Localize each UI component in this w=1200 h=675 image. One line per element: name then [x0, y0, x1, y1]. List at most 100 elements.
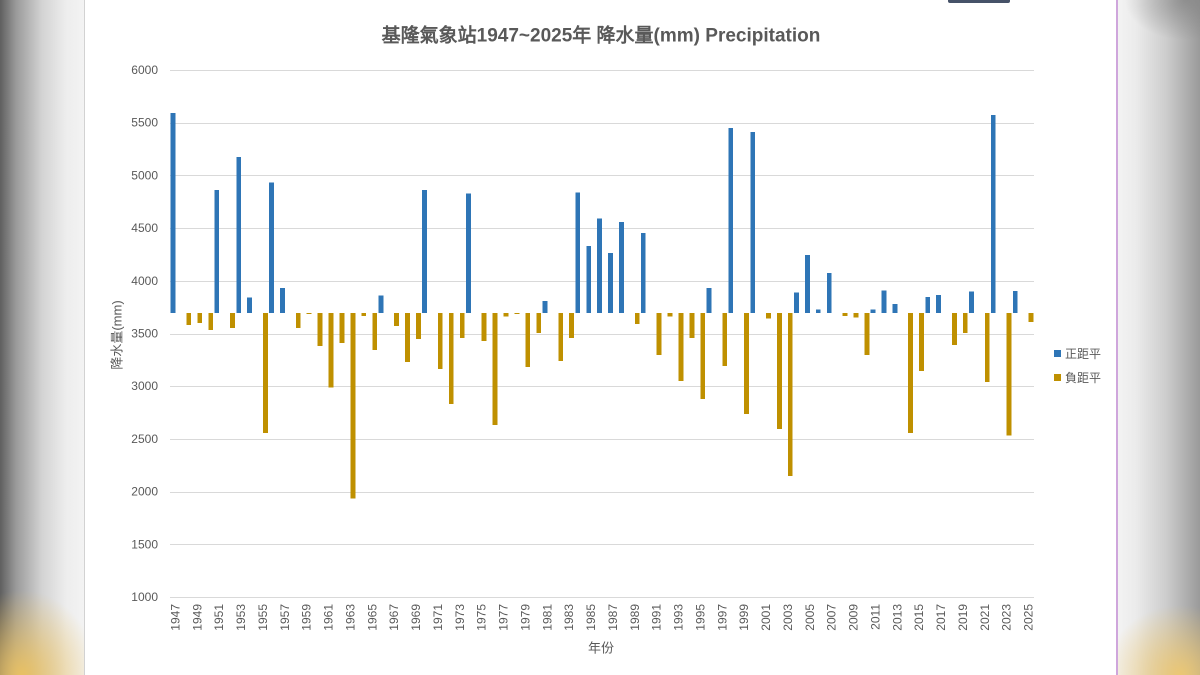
bar-negative-2002	[776, 312, 782, 429]
x-tick-label: 2025	[1022, 604, 1036, 631]
x-tick-label: 2001	[759, 604, 773, 631]
x-tick-label: 1971	[431, 604, 445, 631]
x-tick-label: 2017	[934, 604, 948, 631]
bar-positive-1951	[214, 190, 220, 313]
bar-positive-2007	[826, 272, 832, 313]
x-tick-label: 1995	[693, 604, 707, 631]
bar-negative-1950	[208, 312, 214, 330]
x-tick-labels: 1947 1949 1951 1953 1955 1957 1959 1961 1963 1965…	[168, 604, 1035, 631]
bar-positive-1974	[465, 193, 471, 313]
bar-negative-2001	[766, 312, 771, 319]
x-tick-label: 2011	[868, 604, 882, 630]
bar-negative-1959	[306, 312, 312, 315]
bar-positive-1970	[422, 190, 428, 313]
bar-positive-1953	[236, 156, 242, 313]
x-tick-label: 2003	[781, 604, 795, 631]
bar-negative-1975	[481, 312, 487, 341]
x-tick-label: 2005	[803, 604, 817, 631]
bar-negative-1999	[744, 312, 749, 415]
bar-positive-2004	[794, 292, 799, 313]
bar-negative-1997	[722, 312, 728, 367]
bar-negative-1983	[569, 312, 574, 339]
bar-negative-1993	[678, 312, 684, 381]
x-tick-label: 1953	[234, 604, 248, 631]
y-tick-label: 4500	[131, 221, 158, 235]
bar-negative-2025	[1028, 312, 1034, 322]
bar-positive-1998	[728, 127, 734, 313]
bar-positive-1987	[608, 252, 613, 313]
y-tick-label: 5500	[131, 116, 158, 130]
bar-positive-2005	[804, 254, 810, 313]
bar-positive-1990	[640, 232, 646, 313]
bar-negative-1971	[437, 312, 443, 369]
x-tick-label: 1969	[409, 604, 423, 631]
x-tick-label: 2019	[956, 604, 970, 631]
bar-positive-1988	[619, 221, 624, 313]
bar-negative-1955	[262, 312, 268, 434]
bar-negative-1968	[405, 312, 410, 362]
bar-positive-2012	[881, 290, 887, 313]
bar-positive-2000	[750, 132, 756, 313]
bar-positive-1957	[280, 288, 285, 313]
y-tick-label: 1000	[131, 590, 158, 604]
x-tick-label: 2015	[912, 604, 926, 631]
legend-swatch-negative	[1054, 374, 1061, 381]
bar-negative-1982	[558, 312, 564, 361]
bar-negative-1991	[656, 312, 662, 356]
bar-negative-1976	[492, 312, 498, 426]
bar-negative-2014	[908, 312, 914, 434]
bar-positive-2020	[969, 291, 974, 313]
bar-negative-1979	[525, 312, 531, 368]
bar-negative-1952	[230, 312, 235, 329]
bar-negative-1967	[394, 312, 400, 327]
x-axis-title: 年份	[588, 641, 614, 656]
bar-negative-2015	[919, 312, 924, 371]
x-tick-label: 1977	[497, 604, 511, 631]
bar-positive-1981	[542, 300, 548, 313]
bar-negative-2023	[1006, 312, 1012, 436]
bar-negative-2019	[962, 312, 968, 333]
y-tick-label: 4000	[131, 274, 158, 288]
y-tick-label: 5000	[131, 168, 158, 182]
x-tick-label: 1983	[562, 604, 576, 631]
x-tick-label: 1963	[343, 604, 357, 631]
bar-negative-1973	[459, 312, 465, 339]
x-tick-label: 1947	[168, 604, 182, 631]
bar-negative-1969	[416, 312, 421, 339]
bar-negative-1980	[536, 312, 542, 333]
bar-positive-1966	[378, 295, 384, 313]
x-tick-label: 2007	[825, 604, 839, 631]
bar-negative-2021	[984, 312, 990, 382]
x-tick-label: 1973	[453, 604, 467, 631]
x-tick-label: 2013	[890, 604, 904, 631]
bar-negative-1948	[186, 312, 192, 326]
y-tick-label: 1500	[131, 537, 158, 551]
x-tick-label: 1999	[737, 604, 751, 631]
bar-negative-1963	[350, 312, 356, 499]
bar-negative-1949	[197, 312, 203, 323]
x-tick-label: 1989	[628, 604, 642, 631]
bar-negative-1992	[667, 312, 673, 317]
bar-positive-1986	[597, 218, 602, 313]
legend: 正距平 負距平	[1054, 347, 1101, 385]
y-tick-label: 2500	[131, 432, 158, 446]
bar-negative-1960	[317, 312, 323, 347]
x-tick-label: 1967	[387, 604, 401, 631]
bar-positive-2024	[1012, 290, 1018, 313]
legend-label-negative: 負距平	[1065, 371, 1101, 385]
bar-positive-1956	[269, 182, 274, 313]
bar-positive-2013	[892, 303, 898, 313]
bar-negative-1994	[689, 312, 695, 339]
bar-negative-1977	[503, 312, 509, 317]
bar-negative-1989	[634, 312, 640, 325]
x-tick-label: 1997	[715, 604, 729, 631]
bar-positive-2011	[870, 309, 876, 313]
x-tick-label: 1957	[278, 604, 292, 631]
x-tick-label: 1959	[300, 604, 314, 631]
bar-positive-1985	[586, 246, 592, 313]
x-tick-label: 1979	[518, 604, 532, 631]
x-tick-label: 2023	[1000, 604, 1014, 631]
bar-positive-1984	[575, 192, 581, 313]
y-axis-title: 降水量(mm)	[110, 300, 125, 369]
